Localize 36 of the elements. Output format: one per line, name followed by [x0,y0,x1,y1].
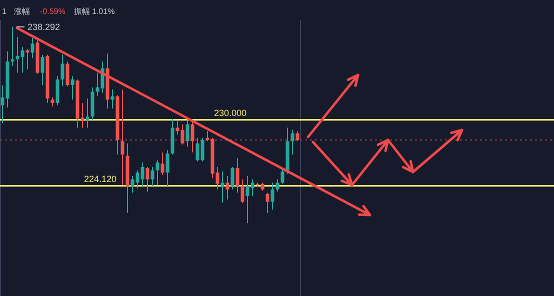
text: -0.59% [40,7,66,16]
candlestick [240,178,244,204]
candlestick [40,54,44,86]
candlestick [150,166,154,187]
candlestick [220,170,224,204]
candlestick [160,152,164,176]
candlestick [186,120,190,148]
candlestick [270,182,274,210]
text: 1.01% [92,7,115,16]
text: 振幅 [74,7,90,16]
candlestick [190,120,194,153]
text: 涨幅 [14,7,30,16]
candlestick [226,175,230,200]
candlestick [230,166,234,190]
candlestick [10,26,14,66]
annotation: 238.292 [28,22,60,32]
candlestick [296,130,300,142]
ref-line-label: 224.120 [84,174,117,184]
candlestick [236,158,240,194]
candlestick [276,178,280,192]
candlestick [70,76,74,100]
candlestick [290,129,294,156]
candlestick [266,192,270,214]
candlestick [156,160,160,186]
candlestick [26,48,30,70]
candlestick [30,37,34,59]
candlestick [120,89,124,186]
ref-line-label: 230.000 [214,108,247,118]
candlestick [166,150,170,187]
candlestick [60,54,64,87]
candlestick [66,61,70,87]
candlestick [280,168,284,184]
text: 1 [2,7,7,16]
candlestick [56,76,60,106]
candlestick [146,166,150,192]
candlestick [86,98,90,128]
